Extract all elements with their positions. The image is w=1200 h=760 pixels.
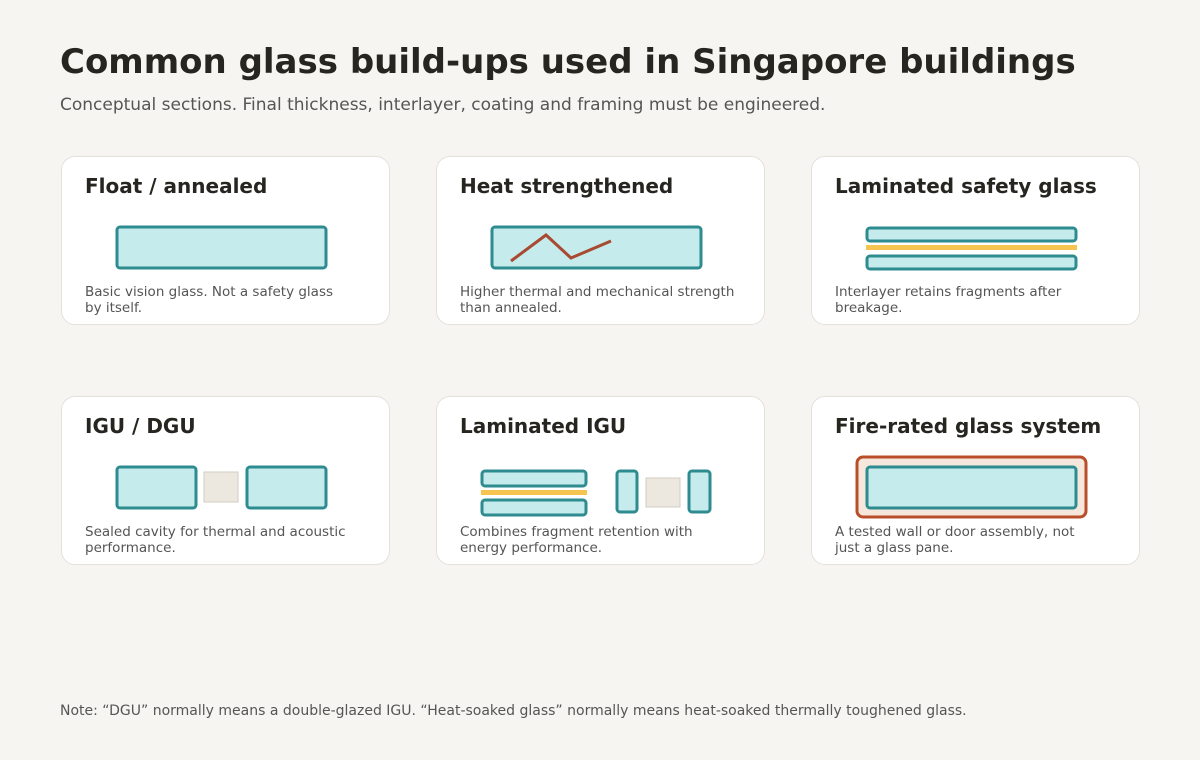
section-drawing (480, 469, 712, 517)
card-title: IGU / DGU (85, 414, 196, 438)
line: Higher thermal and mechanical strength (460, 284, 735, 300)
card: Float / annealed Basic vision glass. Not… (61, 156, 390, 325)
card: Heat strengthened Higher thermal and mec… (436, 156, 765, 325)
line: by itself. (85, 300, 143, 316)
card-description: Interlayer retains fragments after breaka… (835, 284, 1061, 316)
card-title: Laminated safety glass (835, 174, 1097, 198)
section-drawing (865, 226, 1078, 271)
line: just a glass pane. (835, 540, 954, 556)
card: Fire-rated glass system A tested wall or… (811, 396, 1140, 565)
card-description: Combines fragment retention with energy p… (460, 524, 693, 556)
line: breakage. (835, 300, 903, 316)
section-drawing (855, 455, 1088, 519)
card-title: Float / annealed (85, 174, 268, 198)
card-title: Fire-rated glass system (835, 414, 1102, 438)
footnote: Note: “DGU” normally means a double-glaz… (60, 703, 967, 719)
card-description: Higher thermal and mechanical strength th… (460, 284, 734, 316)
page-subtitle: Conceptual sections. Final thickness, in… (60, 95, 826, 115)
line: Basic vision glass. Not a safety glass (85, 284, 334, 300)
page-title: Common glass build-ups used in Singapore… (60, 42, 1076, 82)
section-drawing (115, 225, 328, 270)
card-title: Laminated IGU (460, 414, 627, 438)
line: Interlayer retains fragments after (835, 284, 1062, 300)
line: A tested wall or door assembly, not (835, 524, 1075, 540)
section-drawing (490, 225, 703, 270)
card-description: Sealed cavity for thermal and acoustic pe… (85, 524, 346, 556)
line: energy performance. (460, 540, 603, 556)
section-drawing (115, 465, 328, 510)
card-description: Basic vision glass. Not a safety glass by… (85, 284, 333, 316)
card: IGU / DGU Sealed cavity for thermal and … (61, 396, 390, 565)
line: than annealed. (460, 300, 562, 316)
card: Laminated safety glass Interlayer retain… (811, 156, 1140, 325)
card-description: A tested wall or door assembly, not just … (835, 524, 1075, 556)
line: performance. (85, 540, 176, 556)
line: Combines fragment retention with (460, 524, 693, 540)
card-title: Heat strengthened (460, 174, 674, 198)
card: Laminated IGU Combines fragment retentio… (436, 396, 765, 565)
line: Sealed cavity for thermal and acoustic (85, 524, 346, 540)
